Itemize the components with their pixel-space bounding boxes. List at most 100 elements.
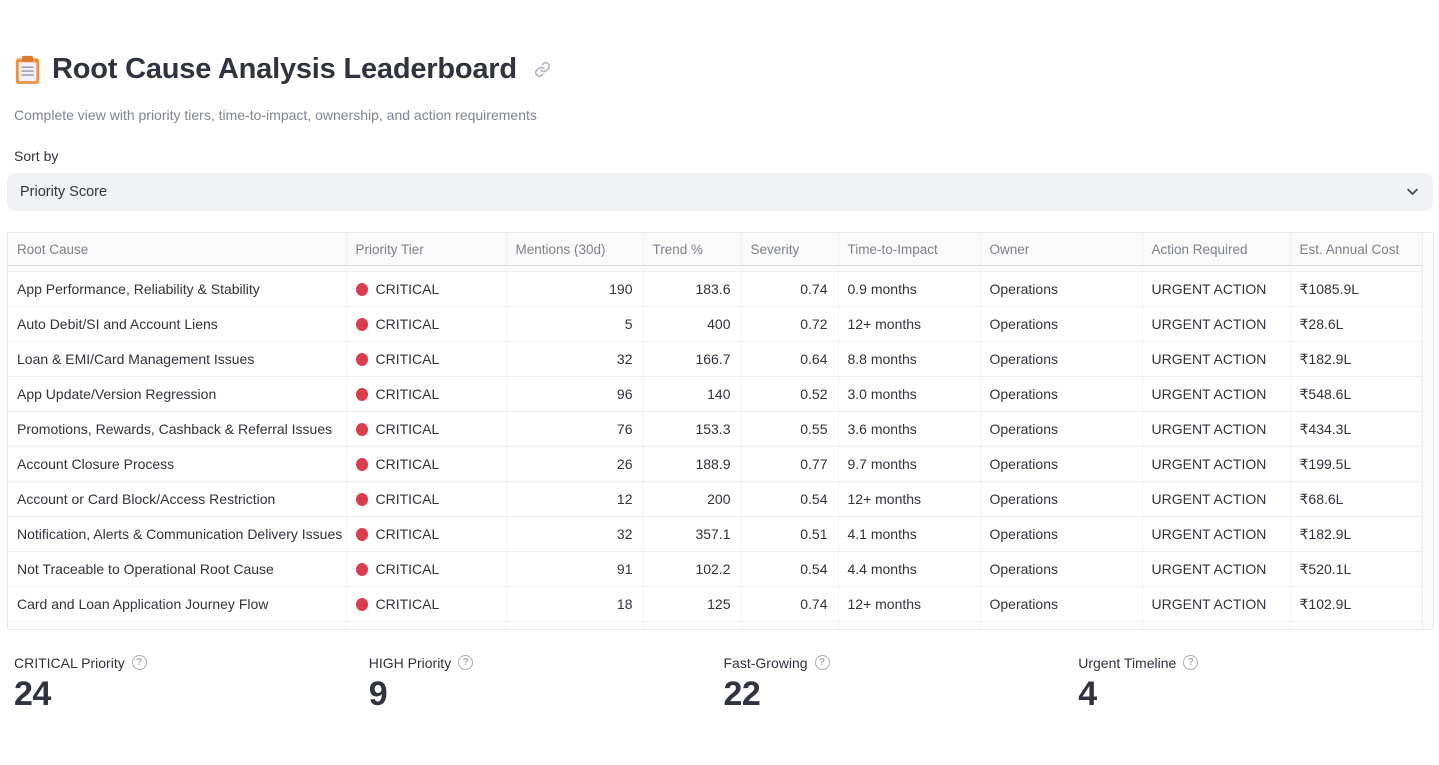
- cell-trend: 166.7: [643, 341, 742, 378]
- sort-select[interactable]: Priority Score: [7, 172, 1433, 211]
- cell-owner: Operations: [980, 481, 1143, 518]
- cell-time-to-impact: 3.0 months: [838, 376, 981, 413]
- cell-time-to-impact: 12+ months: [838, 586, 981, 623]
- cell-root-cause: Loan & EMI/Card Management Issues: [8, 341, 347, 378]
- table-header-row: Root Cause Priority Tier Mentions (30d) Tre…: [8, 232, 1422, 267]
- cell-severity: 0.72: [741, 306, 839, 343]
- table-row[interactable]: Card and Loan Application Journey Flow C…: [8, 586, 1422, 623]
- critical-dot-icon: [355, 562, 368, 576]
- cell-root-cause: App Update/Version Regression: [8, 376, 347, 413]
- cell-owner: Operations: [980, 341, 1143, 378]
- cell-tier-label: CRITICAL: [375, 491, 440, 508]
- cell-time-to-impact: 8.8 months: [838, 341, 981, 378]
- cell-tier-label: CRITICAL: [375, 456, 440, 473]
- cell-owner: Operations: [980, 551, 1143, 588]
- cell-owner: Operations: [980, 446, 1143, 483]
- cell-mentions: 76: [506, 411, 644, 448]
- table-row[interactable]: Notification, Alerts & Communication Del…: [8, 516, 1422, 553]
- cell-tier-label: CRITICAL: [375, 596, 440, 613]
- help-icon[interactable]: ?: [814, 655, 830, 671]
- partial-row-top: [8, 265, 1422, 273]
- cell-time-to-impact: 12+ months: [838, 481, 981, 518]
- cell-owner: Operations: [980, 271, 1143, 308]
- metric-label: CRITICAL Priority: [14, 654, 125, 671]
- metric-value: 4: [1078, 674, 1097, 713]
- critical-dot-icon: [355, 457, 368, 471]
- critical-dot-icon: [355, 597, 368, 611]
- cell-owner: Operations: [980, 586, 1143, 623]
- table-row[interactable]: Promotions, Rewards, Cashback & Referral…: [8, 411, 1422, 448]
- table-row[interactable]: Not Traceable to Operational Root Cause …: [8, 551, 1422, 588]
- cell-est-annual-cost: ₹548.6L: [1290, 376, 1422, 413]
- metric-card: CRITICAL Priority ? 24: [14, 655, 369, 714]
- column-header: Time-to-Impact: [838, 232, 981, 267]
- cell-mentions: 32: [506, 341, 644, 378]
- cell-severity: 0.74: [741, 586, 839, 623]
- cell-trend: 183.6: [643, 271, 742, 308]
- table-row[interactable]: App Update/Version Regression CRITICAL 9…: [8, 376, 1422, 413]
- table-row[interactable]: Loan & EMI/Card Management Issues CRITIC…: [8, 341, 1422, 378]
- metric-label: HIGH Priority: [368, 654, 452, 671]
- cell-mentions: 26: [506, 446, 644, 483]
- link-icon[interactable]: [534, 61, 551, 78]
- cell-trend: 188.9: [643, 446, 742, 483]
- cell-trend: 102.2: [643, 551, 742, 588]
- clipboard-icon: [15, 55, 40, 84]
- cell-severity: 0.74: [741, 271, 839, 308]
- cell-mentions: 190: [506, 271, 644, 308]
- cell-tier-label: CRITICAL: [375, 281, 440, 298]
- cell-action-required: URGENT ACTION: [1142, 341, 1291, 378]
- cell-trend: 125: [643, 586, 742, 623]
- column-header: Priority Tier: [346, 232, 507, 267]
- metric-card: Fast-Growing ? 22: [724, 655, 1079, 714]
- critical-dot-icon: [355, 352, 368, 366]
- metrics-row: CRITICAL Priority ? 24 HIGH Priority ? 9…: [7, 655, 1433, 714]
- cell-root-cause: Card and Loan Application Journey Flow: [8, 586, 347, 623]
- help-icon[interactable]: ?: [1183, 655, 1199, 671]
- metric-card: HIGH Priority ? 9: [369, 655, 724, 714]
- vertical-scrollbar[interactable]: [1422, 232, 1433, 629]
- column-header: Action Required: [1142, 232, 1291, 267]
- help-icon[interactable]: ?: [131, 655, 147, 671]
- cell-tier-label: CRITICAL: [375, 351, 440, 368]
- column-header: Mentions (30d): [506, 232, 644, 267]
- metric-label: Fast-Growing: [723, 654, 808, 671]
- metric-value: 22: [723, 674, 761, 713]
- cell-tier-label: CRITICAL: [375, 561, 440, 578]
- column-header: Owner: [980, 232, 1143, 267]
- cell-root-cause: Notification, Alerts & Communication Del…: [8, 516, 347, 553]
- cell-root-cause: Not Traceable to Operational Root Cause: [8, 551, 347, 588]
- cell-tier-label: CRITICAL: [375, 386, 440, 403]
- help-icon[interactable]: ?: [458, 655, 474, 671]
- cell-trend: 400: [643, 306, 742, 343]
- cell-root-cause: Account Closure Process: [8, 446, 347, 483]
- cell-action-required: URGENT ACTION: [1142, 516, 1291, 553]
- column-header: Trend %: [643, 232, 742, 267]
- metric-value: 24: [14, 674, 51, 713]
- cell-action-required: URGENT ACTION: [1142, 446, 1291, 483]
- cell-time-to-impact: 12+ months: [838, 306, 981, 343]
- cell-owner: Operations: [980, 411, 1143, 448]
- cell-est-annual-cost: ₹520.1L: [1290, 551, 1422, 588]
- cell-est-annual-cost: ₹28.6L: [1290, 306, 1422, 343]
- critical-dot-icon: [355, 317, 368, 331]
- page-title: Root Cause Analysis Leaderboard: [52, 53, 517, 85]
- cell-mentions: 32: [506, 516, 644, 553]
- sort-by-label: Sort by: [14, 147, 59, 164]
- column-header: Est. Annual Cost: [1290, 232, 1422, 267]
- table-row[interactable]: App Performance, Reliability & Stability…: [8, 271, 1422, 308]
- table-row[interactable]: Account Closure Process CRITICAL 26 188.…: [8, 446, 1422, 483]
- cell-mentions: 96: [506, 376, 644, 413]
- metric-value: 9: [368, 674, 388, 713]
- cell-action-required: URGENT ACTION: [1142, 306, 1291, 343]
- cell-root-cause: Auto Debit/SI and Account Liens: [8, 306, 347, 343]
- column-header: Severity: [741, 232, 839, 267]
- cell-action-required: URGENT ACTION: [1142, 271, 1291, 308]
- table-row[interactable]: Account or Card Block/Access Restriction…: [8, 481, 1422, 518]
- cell-mentions: 18: [506, 586, 644, 623]
- cell-action-required: URGENT ACTION: [1142, 481, 1291, 518]
- cell-mentions: 91: [506, 551, 644, 588]
- page-header: Root Cause Analysis Leaderboard: [7, 53, 1433, 86]
- table-row[interactable]: Auto Debit/SI and Account Liens CRITICAL…: [8, 306, 1422, 343]
- table-scroll-area[interactable]: Root Cause Priority Tier Mentions (30d) Tre…: [8, 232, 1422, 629]
